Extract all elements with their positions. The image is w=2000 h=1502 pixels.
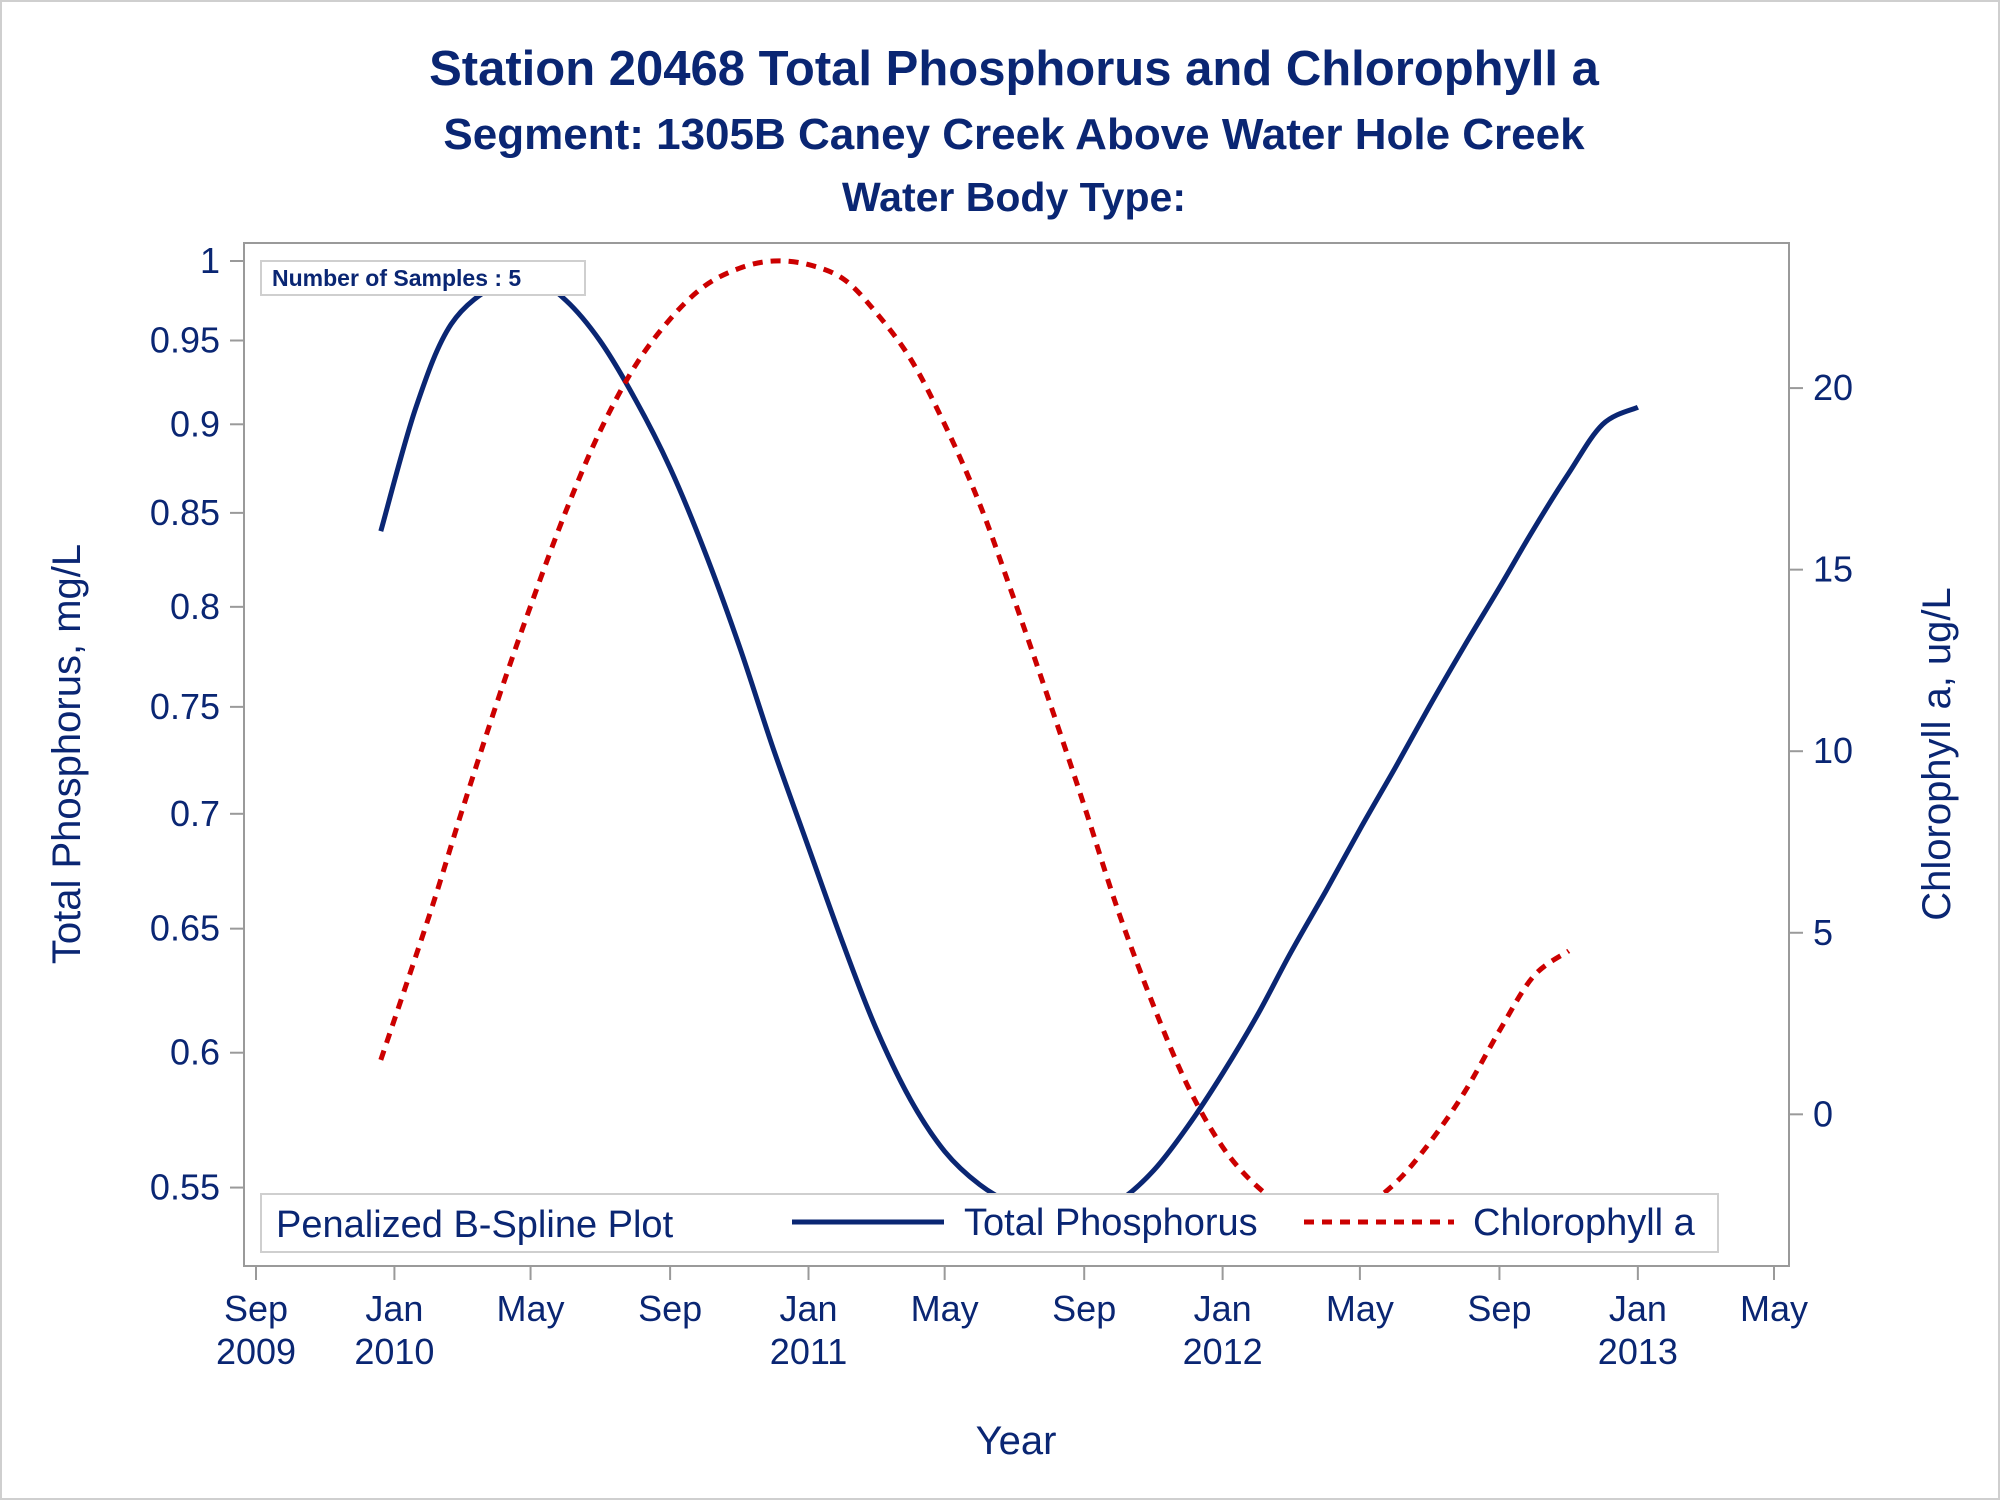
y2-tick-label: 5 (1813, 912, 1833, 953)
x-tick-label: Sep (224, 1288, 288, 1329)
y-tick-label: 0.85 (150, 492, 220, 533)
y-tick-label: 0.9 (170, 403, 220, 444)
y-tick-label: 0.8 (170, 586, 220, 627)
x-tick-label: May (1740, 1288, 1808, 1329)
x-tick-year-label: 2009 (216, 1331, 296, 1372)
x-tick-label: May (1326, 1288, 1394, 1329)
legend-label-chlorophyll-a: Chlorophyll a (1473, 1202, 1696, 1244)
y-tick-label: 1 (200, 240, 220, 281)
legend-label-total-phosphorus: Total Phosphorus (964, 1202, 1258, 1244)
chlorophyll-a-line (378, 258, 1571, 1219)
y2-tick-label: 0 (1813, 1093, 1833, 1134)
x-tick-year-label: 2012 (1183, 1331, 1263, 1372)
y-tick-label: 0.95 (150, 319, 220, 360)
x-tick-label: May (911, 1288, 979, 1329)
sample-count-inset: Number of Samples : 5 (260, 260, 586, 296)
x-tick-label: Jan (365, 1288, 423, 1329)
x-tick-label: Jan (1609, 1288, 1667, 1329)
x-axis-label: Year (976, 1419, 1057, 1463)
x-tick-label: Jan (1194, 1288, 1252, 1329)
x-tick-label: May (497, 1288, 565, 1329)
plot-area (243, 242, 1790, 1267)
y2-tick-label: 20 (1813, 367, 1853, 408)
legend-title: Penalized B-Spline Plot (276, 1204, 674, 1246)
x-tick-year-label: 2010 (354, 1331, 434, 1372)
x-tick-label: Sep (1052, 1288, 1116, 1329)
sample-count-label: Number of Samples : 5 (272, 265, 521, 291)
legend: Penalized B-Spline Plot Total Phosphorus… (260, 1193, 1719, 1253)
y-axis-left-label: Total Phosphorus, mg/L (45, 544, 89, 964)
x-tick-year-label: 2013 (1598, 1331, 1678, 1372)
x-tick-label: Sep (1467, 1288, 1531, 1329)
sample-count-box (260, 260, 586, 296)
y-tick-label: 0.7 (170, 793, 220, 834)
y-axis-right: 0 5 10 15 20 (1789, 367, 1853, 1134)
y2-tick-label: 15 (1813, 549, 1853, 590)
y-tick-label: 0.55 (150, 1167, 220, 1208)
y-axis-right-label: Chlorophyll a, ug/L (1915, 587, 1959, 921)
x-tick-label: Jan (779, 1288, 837, 1329)
y-tick-label: 0.65 (150, 908, 220, 949)
x-tick-year-label: 2011 (770, 1331, 847, 1372)
total-phosphorus-line (378, 273, 1639, 1221)
legend-box (260, 1193, 1719, 1253)
y-tick-label: 0.6 (170, 1032, 220, 1073)
chart-title: Station 20468 Total Phosphorus and Chlor… (429, 42, 1600, 96)
y-axis-left: 0.55 0.6 0.65 0.7 0.75 0.8 0.85 0.9 0.95 1 (150, 240, 244, 1208)
y2-tick-label: 10 (1813, 730, 1853, 771)
y-tick-label: 0.75 (150, 686, 220, 727)
series-layer (378, 258, 1639, 1221)
chart-subtitle-water-body: Water Body Type: (842, 174, 1186, 220)
chart-subtitle: Segment: 1305B Caney Creek Above Water H… (443, 110, 1585, 159)
x-tick-label: Sep (638, 1288, 702, 1329)
